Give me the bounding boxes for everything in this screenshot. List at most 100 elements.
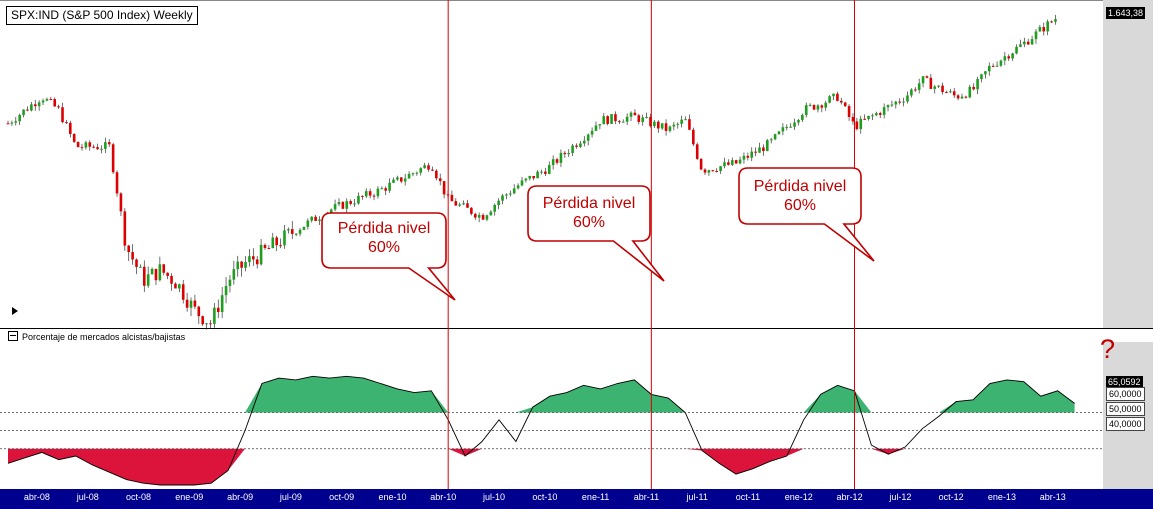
candle-119 [470, 207, 473, 214]
candle-204 [801, 114, 804, 120]
candle-101 [399, 177, 403, 182]
candle-130 [512, 188, 516, 194]
candle-236 [925, 76, 929, 78]
candle-69 [275, 237, 278, 246]
candle-66 [263, 244, 267, 249]
candle-89 [353, 203, 356, 205]
candle-72 [287, 229, 290, 231]
x-tick-label: jul-10 [483, 492, 506, 502]
candle-157 [618, 121, 621, 123]
level-label-60: 60,0000 [1106, 387, 1145, 401]
candle-208 [816, 105, 820, 110]
candle-249 [976, 79, 979, 90]
bull-area [8, 376, 1075, 413]
candle-36 [146, 274, 150, 286]
candle-195 [766, 140, 769, 152]
candle-90 [357, 195, 360, 204]
candle-217 [851, 116, 855, 122]
candle-168 [660, 123, 664, 129]
candle-48 [193, 300, 197, 307]
candle-124 [489, 211, 493, 216]
candle-46 [185, 299, 189, 308]
candle-211 [828, 96, 831, 103]
candle-99 [392, 179, 395, 183]
candle-232 [910, 89, 913, 96]
question-mark: ? [1100, 334, 1116, 364]
candle-230 [902, 101, 905, 103]
candle-237 [929, 77, 933, 89]
candle-31 [127, 245, 131, 253]
chart-title: SPX:IND (S&P 500 Index) Weekly [6, 6, 198, 25]
candle-87 [345, 201, 349, 209]
x-tick-label: oct-10 [532, 492, 558, 502]
candle-115 [454, 201, 458, 206]
candle-214 [839, 100, 843, 103]
candle-172 [676, 123, 680, 125]
candle-166 [653, 121, 656, 127]
candle-228 [894, 101, 898, 105]
candle-141 [555, 159, 559, 163]
candle-62 [248, 256, 251, 263]
candle-131 [516, 185, 520, 189]
candle-47 [189, 300, 193, 308]
candle-247 [968, 86, 972, 98]
cursor-arrow-icon[interactable] [12, 307, 18, 315]
candle-7 [33, 104, 37, 107]
candle-1 [10, 122, 14, 124]
candle-8 [37, 102, 41, 107]
candle-171 [672, 124, 676, 127]
candle-59 [236, 261, 240, 270]
candle-187 [734, 160, 738, 164]
candle-100 [396, 177, 399, 180]
candle-86 [341, 202, 345, 209]
candle-261 [1023, 41, 1026, 45]
candle-218 [855, 121, 859, 130]
candle-225 [882, 107, 886, 115]
x-tick-label: ene-10 [378, 492, 407, 502]
candle-138 [544, 171, 547, 174]
candle-88 [349, 201, 352, 204]
candle-164 [645, 116, 648, 118]
candle-114 [450, 194, 454, 202]
candle-143 [563, 152, 567, 155]
candle-251 [984, 71, 987, 75]
candle-2 [14, 121, 18, 123]
candle-186 [730, 160, 734, 165]
x-tick-label: abr-13 [1039, 492, 1066, 502]
candle-70 [279, 245, 282, 247]
candle-75 [298, 229, 302, 234]
candle-17 [72, 133, 76, 142]
candle-50 [201, 316, 204, 325]
callout-1-bubble [321, 212, 456, 301]
candle-226 [886, 105, 890, 108]
candle-156 [614, 114, 617, 122]
candle-135 [532, 175, 535, 179]
candle-95 [376, 188, 380, 197]
candle-39 [158, 264, 162, 281]
candle-188 [738, 159, 742, 164]
candle-78 [310, 216, 314, 221]
candle-40 [162, 264, 166, 273]
candle-231 [906, 95, 909, 102]
candle-116 [458, 204, 461, 206]
candle-220 [863, 118, 866, 120]
collapse-icon[interactable] [8, 331, 18, 341]
candle-108 [427, 165, 430, 170]
candle-55 [220, 295, 224, 313]
candle-178 [699, 158, 703, 170]
candle-14 [61, 107, 64, 123]
candle-181 [711, 170, 715, 172]
candle-122 [481, 214, 485, 220]
candle-97 [384, 188, 388, 191]
candle-10 [45, 99, 49, 101]
candle-71 [283, 230, 286, 246]
x-tick-label: oct-08 [125, 492, 152, 502]
candle-160 [629, 112, 633, 117]
candle-41 [166, 272, 169, 276]
candle-254 [995, 65, 999, 67]
candle-64 [255, 259, 259, 265]
candle-92 [364, 191, 368, 197]
candle-189 [742, 155, 746, 160]
candle-24 [100, 148, 103, 150]
candle-83 [329, 209, 333, 213]
